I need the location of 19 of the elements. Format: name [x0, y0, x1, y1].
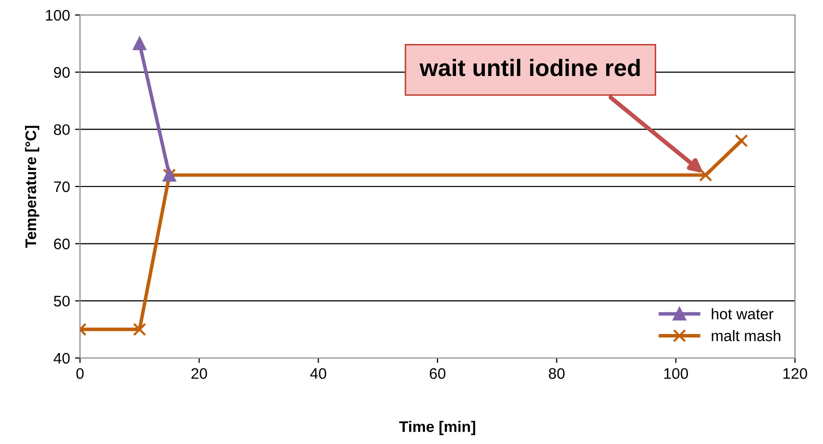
y-tick-label: 80 — [54, 124, 70, 136]
y-tick-label: 70 — [54, 181, 70, 192]
y-tick-label: 60 — [54, 238, 70, 250]
y-axis-title: Temperature [°C] — [24, 126, 40, 248]
legend-label: hot water — [712, 308, 774, 320]
legend-label: malt mash — [712, 330, 780, 342]
annotation: wait until iodine red — [420, 58, 640, 76]
x-tick-label: 0 — [76, 368, 84, 379]
x-tick-label: 20 — [191, 368, 208, 379]
x-tick-label: 120 — [783, 368, 808, 379]
x-tick-label: 100 — [664, 368, 688, 379]
x-tick-label: 60 — [430, 368, 446, 379]
y-tick-label: 40 — [54, 352, 70, 364]
y-tick-label: 50 — [54, 296, 70, 307]
x-tick-label: 80 — [548, 368, 565, 379]
y-tick-label: 90 — [54, 67, 70, 78]
y-tick-label: 100 — [46, 10, 70, 21]
x-axis-title: Time [min] — [399, 420, 476, 436]
x-tick-label: 40 — [310, 368, 326, 379]
